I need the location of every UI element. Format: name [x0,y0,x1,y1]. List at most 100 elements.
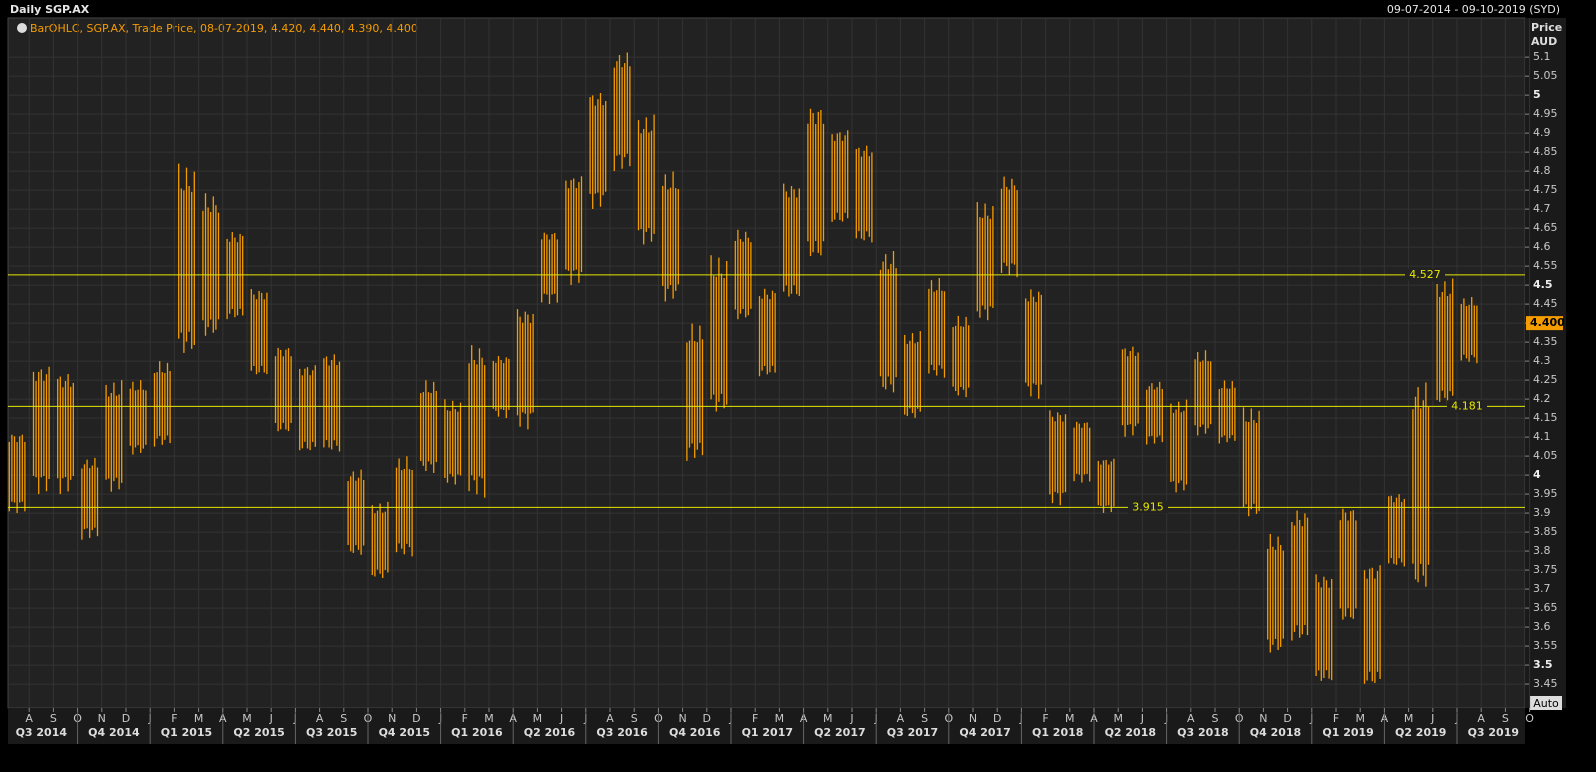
quarter-label: Q2 2018 [1105,726,1156,739]
quarter-label: Q2 2015 [233,726,284,739]
x-tick-label: F [1333,712,1339,725]
x-tick-label: M [1355,712,1365,725]
x-axis-area [8,708,1525,744]
y-axis-unit: AUD [1531,35,1557,48]
y-tick-label: 4.35 [1533,335,1558,348]
quarter-label: Q1 2016 [451,726,503,739]
y-tick-label: 4.5 [1533,278,1553,291]
y-tick-label: 4.2 [1533,392,1551,405]
level-label-bg [1405,268,1445,281]
x-tick-label: A [316,712,324,725]
x-tick-label: M [484,712,494,725]
y-axis-title: Price [1531,21,1562,34]
x-tick-label: D [1283,712,1291,725]
y-tick-label: 5.05 [1533,69,1558,82]
quarter-label: Q2 2016 [524,726,576,739]
quarter-label: Q3 2015 [306,726,357,739]
auto-button-label[interactable]: Auto [1533,697,1559,710]
x-tick-label: D [993,712,1001,725]
x-tick-label: J [1140,712,1144,725]
x-tick-label: S [1212,712,1219,725]
quarter-label: Q3 2018 [1177,726,1228,739]
y-tick-label: 3.7 [1533,582,1551,595]
quarter-label: Q2 2017 [814,726,865,739]
quarter-label: Q3 2016 [596,726,648,739]
quarter-label: Q4 2014 [88,726,140,739]
y-tick-label: 4.1 [1533,430,1551,443]
y-tick-label: 4.8 [1533,164,1551,177]
quarter-label: Q4 2015 [379,726,430,739]
quarter-label: Q3 2017 [887,726,938,739]
y-tick-label: 3.75 [1533,563,1558,576]
x-tick-label: D [412,712,420,725]
x-tick-label: S [50,712,57,725]
quarter-label: Q4 2017 [959,726,1010,739]
x-tick-label: O [1525,712,1534,725]
quarter-label: Q1 2018 [1032,726,1083,739]
y-tick-label: 4.55 [1533,259,1558,272]
quarter-label: Q3 2019 [1468,726,1519,739]
quarter-label: Q2 2019 [1395,726,1446,739]
y-tick-label: 3.95 [1533,487,1558,500]
y-tick-label: 4.15 [1533,411,1558,424]
quarter-label: Q1 2019 [1322,726,1373,739]
auto-button[interactable] [1530,696,1562,710]
y-tick-label: 5.1 [1533,50,1551,63]
y-tick-label: 4.9 [1533,126,1551,139]
x-tick-label: F [1042,712,1048,725]
y-tick-label: 3.45 [1533,677,1558,690]
y-tick-label: 3.65 [1533,601,1558,614]
y-tick-label: 4.25 [1533,373,1558,386]
x-tick-label: M [1113,712,1123,725]
x-tick-label: J [559,712,563,725]
y-tick-label: 4.85 [1533,145,1558,158]
y-tick-label: 3.9 [1533,506,1551,519]
quarter-label: Q4 2016 [669,726,721,739]
y-tick-label: 4.3 [1533,354,1551,367]
level-label-bg [1447,400,1487,413]
level-label-bg [1128,501,1168,514]
x-tick-label: N [1259,712,1267,725]
x-tick-label: M [533,712,543,725]
legend-icon [17,23,27,33]
last-price-badge [1526,316,1563,331]
x-tick-label: S [921,712,928,725]
level-label: 4.527 [1409,268,1441,281]
x-tick-label: M [1065,712,1075,725]
x-tick-label: N [388,712,396,725]
x-tick-label: J [849,712,853,725]
level-label: 4.181 [1451,399,1483,412]
x-tick-label: J [269,712,273,725]
x-tick-label: A [1477,712,1485,725]
x-tick-label: A [897,712,905,725]
x-tick-label: S [340,712,347,725]
y-tick-label: 4.7 [1533,202,1551,215]
chart-title: Daily SGP.AX [10,3,90,16]
y-tick-label: 4 [1533,468,1541,481]
x-tick-label: M [775,712,785,725]
y-tick-label: 3.85 [1533,525,1558,538]
y-axis-area [1525,18,1566,708]
x-tick-label: A [1187,712,1195,725]
y-tick-label: 3.8 [1533,544,1551,557]
quarter-label: Q3 2014 [16,726,68,739]
y-tick-label: 4.45 [1533,297,1558,310]
quarter-label: Q1 2015 [161,726,212,739]
y-tick-label: 4.6 [1533,240,1551,253]
x-tick-label: F [752,712,758,725]
date-range: 09-07-2014 - 09-10-2019 (SYD) [1387,3,1560,16]
x-tick-label: F [462,712,468,725]
legend: BarOHLC, SGP.AX, Trade Price, 08-07-2019… [30,22,418,35]
x-tick-label: N [98,712,106,725]
y-tick-label: 4.75 [1533,183,1558,196]
x-tick-label: D [703,712,711,725]
last-price-label: 4.400 [1530,316,1565,329]
y-tick-label: 3.55 [1533,639,1558,652]
x-tick-label: A [25,712,33,725]
x-tick-label: D [122,712,130,725]
y-tick-label: 4.95 [1533,107,1558,120]
x-tick-label: M [823,712,833,725]
y-tick-label: 4.65 [1533,221,1558,234]
